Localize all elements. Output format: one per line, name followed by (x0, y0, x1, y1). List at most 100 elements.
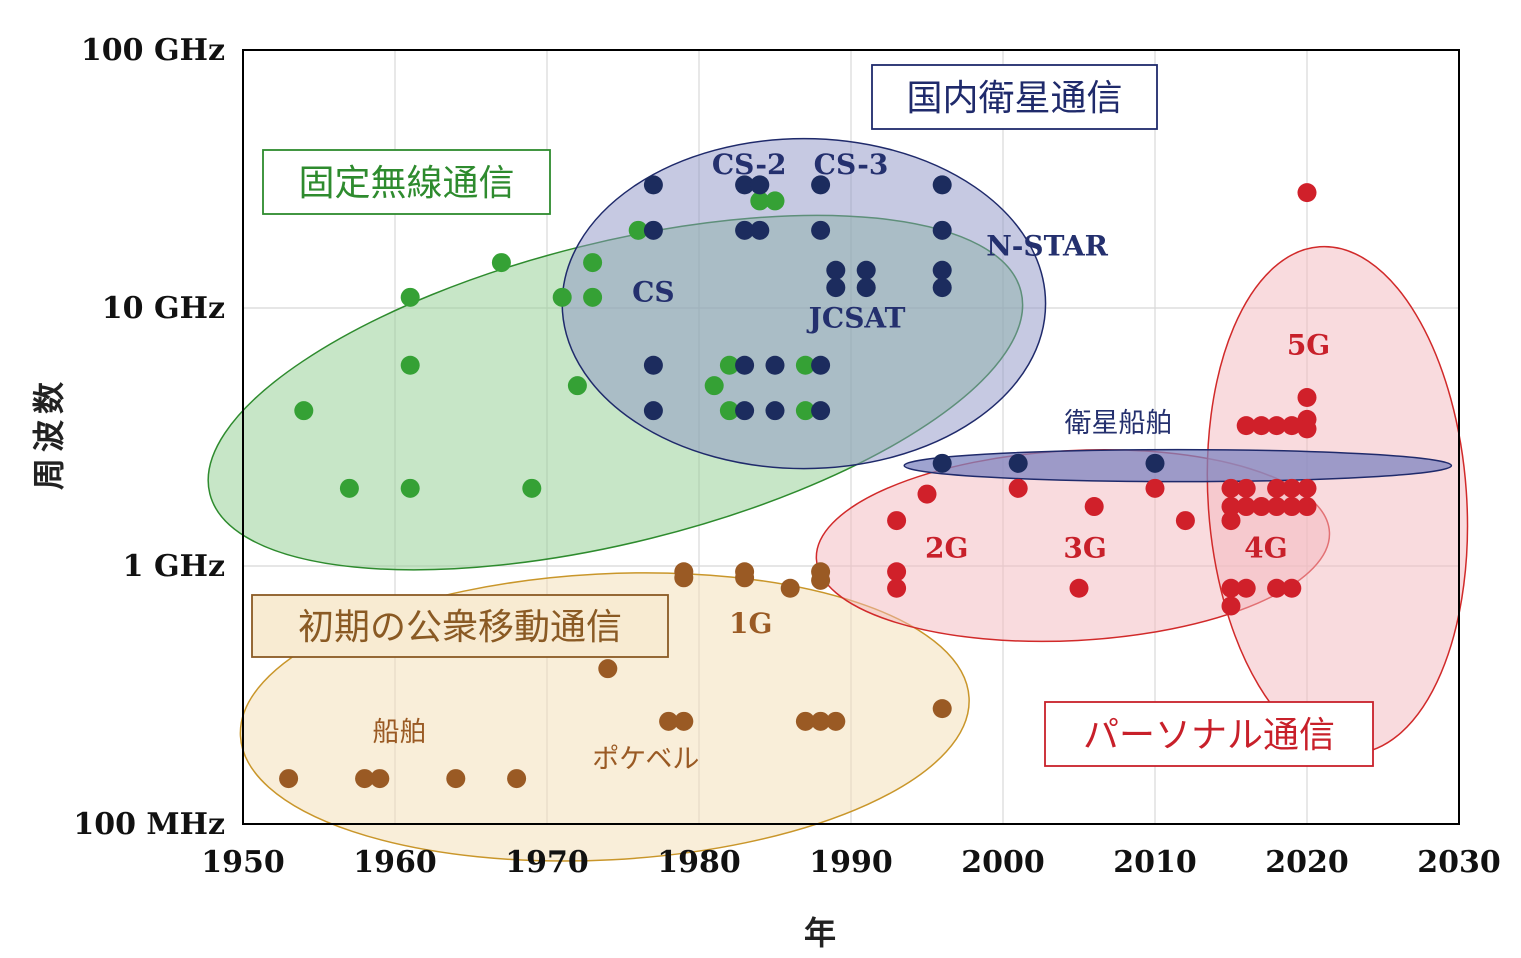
y-axis-title: 周波数 (30, 376, 68, 490)
annotation-label: CS-2 (712, 148, 787, 181)
data-point (917, 484, 937, 504)
data-point (1282, 478, 1302, 498)
data-point (446, 769, 466, 789)
data-point (750, 220, 770, 240)
data-point (765, 191, 785, 211)
data-point (932, 260, 952, 280)
data-point (811, 175, 831, 195)
data-point (1282, 416, 1302, 436)
annotation-label: 船舶 (373, 717, 427, 748)
region-label-box (871, 64, 1158, 130)
region-label: 国内衛星通信 (906, 78, 1122, 119)
data-point (719, 401, 739, 421)
x-tick-label: 1950 (201, 845, 285, 880)
data-point (735, 562, 755, 582)
annotation-label: 衛星船舶 (1065, 408, 1173, 439)
data-point (583, 253, 603, 273)
data-point (1297, 419, 1317, 439)
x-axis-title: 年 (804, 914, 836, 952)
data-point (887, 511, 907, 531)
data-point (1267, 416, 1287, 436)
data-point (750, 175, 770, 195)
data-point (1221, 511, 1241, 531)
data-point (1236, 578, 1256, 598)
data-point (795, 711, 815, 731)
data-point (1084, 497, 1104, 517)
y-tick-label: 10 GHz (102, 291, 225, 326)
data-point (932, 220, 952, 240)
data-point (1297, 497, 1317, 517)
data-point (735, 355, 755, 375)
data-point (643, 220, 663, 240)
data-point (1008, 453, 1028, 473)
data-point (856, 278, 876, 298)
data-point (932, 278, 952, 298)
data-point (583, 287, 603, 307)
x-tick-labels: 1950 1960 1970 1980 1990 2000 2010 2020 2030 (201, 845, 1501, 880)
data-point (856, 260, 876, 280)
data-point (1145, 453, 1165, 473)
annotation-label: ポケベル (592, 744, 699, 775)
annotation-label: JCSAT (806, 302, 906, 335)
region-label-box (262, 149, 551, 215)
annotation-label: 2G (925, 531, 968, 564)
data-point (811, 355, 831, 375)
data-point (1221, 497, 1241, 517)
data-point (400, 287, 420, 307)
data-point (1267, 578, 1287, 598)
data-points (279, 175, 1317, 789)
data-point (735, 401, 755, 421)
data-point (1221, 578, 1241, 598)
data-point (932, 699, 952, 719)
data-point (1221, 478, 1241, 498)
data-point (294, 401, 314, 421)
data-point (826, 711, 846, 731)
data-point (400, 478, 420, 498)
data-point (400, 355, 420, 375)
data-point (628, 220, 648, 240)
data-point (567, 376, 587, 396)
data-point (1282, 497, 1302, 517)
data-point (887, 562, 907, 582)
annotation-label: 5G (1287, 329, 1330, 362)
region-label: 初期の公衆移動通信 (298, 607, 622, 648)
data-point (643, 401, 663, 421)
y-tick-label: 100 GHz (81, 33, 225, 68)
data-point (750, 191, 770, 211)
region-ellipse (903, 448, 1453, 483)
data-point (780, 578, 800, 598)
region-label: パーソナル通信 (1083, 715, 1335, 756)
annotation-label: 1G (729, 607, 772, 640)
annotation-label: N-STAR (986, 229, 1108, 262)
data-point (643, 355, 663, 375)
x-tick-label: 1990 (809, 845, 893, 880)
data-point (1297, 183, 1317, 203)
data-point (1297, 387, 1317, 407)
data-point (1008, 478, 1028, 498)
annotations: CS-2 CS-3 CS JCSAT N-STAR 衛星船舶 5G 2G 3G 4G 1G 船舶ポケベ… (373, 148, 1331, 775)
x-tick-label: 2000 (961, 845, 1045, 880)
y-tick-label: 1 GHz (123, 549, 225, 584)
y-tick-labels: 100 GHz 10 GHz 1 GHz 100 MHz (73, 33, 225, 842)
x-tick-label: 1970 (505, 845, 589, 880)
data-point (370, 769, 390, 789)
data-point (339, 478, 359, 498)
data-point (826, 278, 846, 298)
data-point (795, 355, 815, 375)
annotation-label: CS-3 (814, 148, 889, 181)
data-point (552, 287, 572, 307)
data-point (1236, 416, 1256, 436)
data-point (811, 711, 831, 731)
data-point (811, 220, 831, 240)
data-point (659, 711, 679, 731)
y-tick-label: 100 MHz (73, 807, 225, 842)
data-point (719, 355, 739, 375)
data-point (1267, 478, 1287, 498)
data-point (1282, 578, 1302, 598)
data-point (1297, 478, 1317, 498)
data-point (674, 562, 694, 582)
data-point (1145, 478, 1165, 498)
data-point (355, 769, 375, 789)
